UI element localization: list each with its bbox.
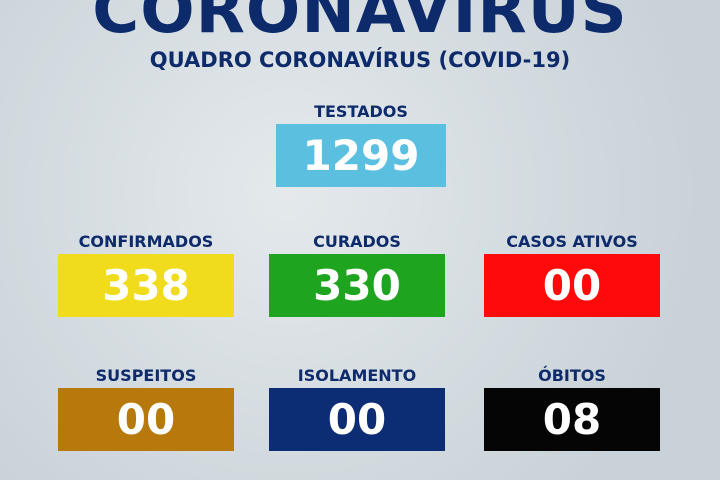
stat-value: 00 (58, 388, 234, 451)
stat-label: ISOLAMENTO (297, 366, 417, 385)
subtitle: QUADRO CORONAVÍRUS (COVID-19) (149, 48, 571, 72)
stat-label: CASOS ATIVOS (506, 232, 638, 251)
stat-value: 08 (484, 388, 660, 451)
stat-testados: TESTADOS 1299 (276, 102, 446, 187)
stat-obitos: ÓBITOS 08 (484, 366, 660, 451)
stat-label: TESTADOS (314, 102, 408, 121)
main-title: CORONAVIRUS (92, 0, 628, 48)
stat-suspeitos: SUSPEITOS 00 (58, 366, 234, 451)
stat-curados: CURADOS 330 (269, 232, 445, 317)
stat-casos-ativos: CASOS ATIVOS 00 (484, 232, 660, 317)
stat-value: 00 (269, 388, 445, 451)
stat-value: 338 (58, 254, 234, 317)
stat-confirmados: CONFIRMADOS 338 (58, 232, 234, 317)
stat-isolamento: ISOLAMENTO 00 (269, 366, 445, 451)
stat-label: SUSPEITOS (95, 366, 197, 385)
stat-label: ÓBITOS (538, 366, 606, 385)
stat-label: CURADOS (313, 232, 401, 251)
stat-value: 330 (269, 254, 445, 317)
stat-value: 1299 (276, 124, 446, 187)
stat-value: 00 (484, 254, 660, 317)
stat-label: CONFIRMADOS (78, 232, 214, 251)
